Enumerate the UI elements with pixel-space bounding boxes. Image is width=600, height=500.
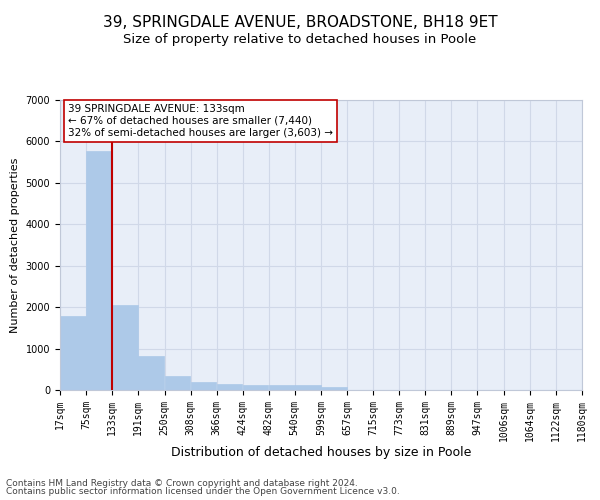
Text: Contains public sector information licensed under the Open Government Licence v3: Contains public sector information licen… [6,487,400,496]
Text: Contains HM Land Registry data © Crown copyright and database right 2024.: Contains HM Land Registry data © Crown c… [6,478,358,488]
Bar [243,385,268,390]
Bar [295,386,320,390]
Bar [112,304,138,390]
Text: 39 SPRINGDALE AVENUE: 133sqm
← 67% of detached houses are smaller (7,440)
32% of: 39 SPRINGDALE AVENUE: 133sqm ← 67% of de… [68,104,333,138]
Bar [139,356,164,390]
Bar [217,384,242,390]
X-axis label: Distribution of detached houses by size in Poole: Distribution of detached houses by size … [171,446,471,460]
Bar [322,386,347,390]
Bar [165,376,190,390]
Text: 39, SPRINGDALE AVENUE, BROADSTONE, BH18 9ET: 39, SPRINGDALE AVENUE, BROADSTONE, BH18 … [103,15,497,30]
Text: Size of property relative to detached houses in Poole: Size of property relative to detached ho… [124,32,476,46]
Bar [60,316,86,390]
Bar [269,386,295,390]
Bar [86,150,112,390]
Bar [191,382,217,390]
Y-axis label: Number of detached properties: Number of detached properties [10,158,20,332]
